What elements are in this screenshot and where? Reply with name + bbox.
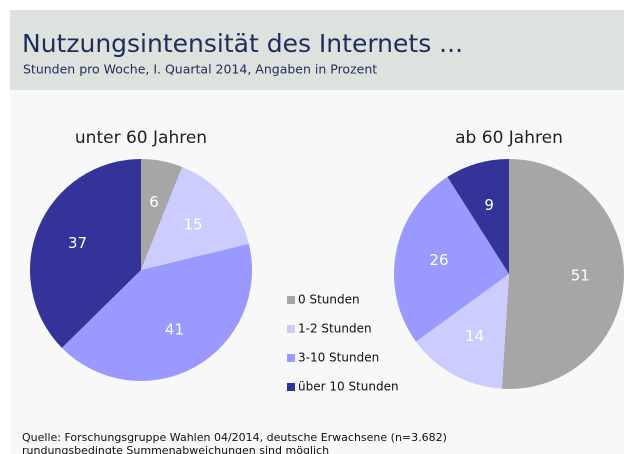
header-band [10,10,624,90]
pie-slice [501,159,625,389]
slice-label: 6 [149,193,159,211]
pie-slice [141,166,249,270]
legend-swatch [287,296,295,304]
pie-slice [61,243,252,382]
page-title: Nutzungsintensität des Internets ... [22,29,463,58]
pie-slice [415,274,509,389]
slice-label: 15 [183,215,202,233]
legend-label: 0 Stunden [298,293,360,307]
legend-swatch [287,325,295,333]
pie-title: unter 60 Jahren [75,128,207,148]
legend-label: 3-10 Stunden [298,351,379,365]
note: rundungsbedingte Summenabweichungen sind… [22,444,329,454]
slice-label: 41 [165,321,184,339]
slice-label: 51 [571,267,590,285]
pie-slice [393,176,509,342]
pie-slice [447,159,509,274]
slice-label: 14 [465,327,484,345]
slice-label: 37 [68,234,87,252]
slice-label: 26 [429,251,448,269]
pie-slice [29,158,142,348]
legend-swatch [287,354,295,362]
source: Quelle: Forschungsgruppe Wahlen 04/2014,… [22,431,447,444]
legend-label: 1-2 Stunden [298,322,372,336]
pie-slice [141,159,183,270]
slice-label: 9 [484,196,494,214]
page-subtitle: Stunden pro Woche, I. Quartal 2014, Anga… [23,62,377,77]
pie-title: ab 60 Jahren [455,128,563,148]
legend-swatch [287,383,295,391]
legend-label: über 10 Stunden [298,380,399,394]
